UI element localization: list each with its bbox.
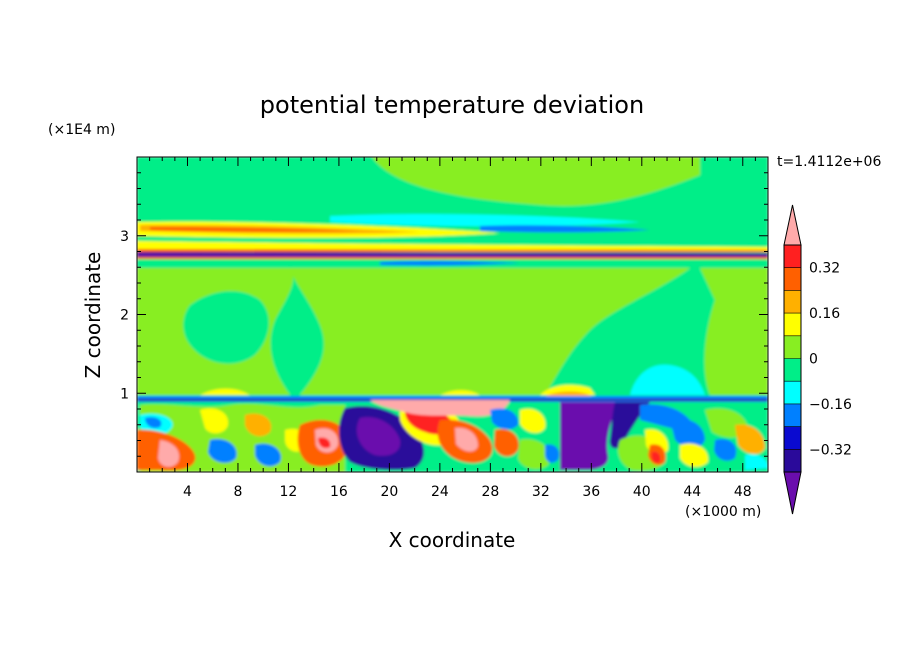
colorbar-segment [784,245,801,268]
field-region [200,408,229,434]
x-tick-label: 12 [280,484,298,500]
field-region [158,440,180,467]
colorbar-extend-high [783,204,802,246]
field-region [735,424,765,455]
colorbar-segment [784,335,801,359]
colorbar-segment [784,358,801,382]
field-region [356,417,401,456]
field-region [440,390,480,395]
y-axis-label: Z coordinate [81,252,105,379]
field-region [255,443,281,467]
x-tick-label: 32 [532,484,550,500]
field-region [494,429,519,457]
y-tick-marks [137,172,768,457]
field-region [318,437,331,449]
field-region [700,268,768,395]
colorbar-segment [784,381,801,404]
field-region [137,241,768,251]
colorbar: 0.32 0.16 0 −0.16 −0.32 [783,204,852,515]
x-tick-label: 48 [734,484,752,500]
field-region [330,214,640,227]
field-region [380,157,690,199]
field-region [680,443,709,467]
x-tick-label: 44 [683,484,701,500]
y-tick-label: 3 [120,229,129,245]
field-region [455,427,478,452]
x-axis-label: X coordinate [389,528,516,552]
field-region [490,408,519,430]
colorbar-segment [784,290,801,314]
colorbar-label: −0.16 [809,397,852,413]
field-region [208,439,237,463]
field-region [714,439,737,461]
field-region [544,444,560,463]
field-region [245,413,272,437]
x-tick-labels: 4 8 12 16 20 24 28 32 36 40 44 48 [183,484,752,500]
field-region [520,408,546,433]
y-tick-labels: 1 2 3 [120,229,129,403]
colorbar-segment [784,426,801,450]
field-region [290,268,690,395]
field-region [137,254,768,256]
time-label: t=1.4112e+06 [777,154,881,170]
x-unit-label: (×1000 m) [685,504,761,520]
field-region [137,257,768,259]
field-region [145,417,162,428]
x-tick-label: 40 [633,484,651,500]
x-tick-label: 24 [431,484,449,500]
field-region [545,391,592,396]
x-tick-label: 8 [233,484,242,500]
colorbar-segment [784,449,801,472]
field-region [609,402,650,449]
field-region [150,227,360,232]
x-tick-label: 36 [582,484,600,500]
field-region [183,290,270,364]
x-tick-label: 16 [330,484,348,500]
field-region [380,260,520,266]
field-region [480,225,650,233]
field-region [518,439,550,470]
x-tick-marks [149,157,756,472]
colorbar-segment [784,403,801,427]
field-region [745,454,768,470]
heatmap-field [137,157,768,472]
colorbar-segment [784,313,801,336]
plot-axes: 4 8 12 16 20 24 28 32 36 40 44 48 123 [120,156,769,500]
field-region [137,249,768,252]
field-region [630,364,705,395]
field-region [651,451,661,463]
colorbar-label: −0.32 [809,442,852,458]
field-region [200,388,250,395]
field-region [370,400,510,417]
colorbar-label: 0.32 [809,261,840,277]
colorbar-label: 0 [809,352,818,368]
x-tick-label: 28 [481,484,499,500]
chart-title: potential temperature deviation [260,91,644,119]
colorbar-segment [784,267,801,291]
field-region [137,157,768,232]
field-region [560,402,620,470]
field-region [670,418,705,449]
y-unit-label: (×1E4 m) [48,122,115,138]
field-region [540,384,595,395]
colorbar-extend-low [783,471,802,515]
colorbar-label: 0.16 [809,306,840,322]
y-tick-label: 2 [120,308,129,324]
y-tick-label: 1 [120,386,129,402]
x-tick-label: 4 [183,484,192,500]
x-tick-label: 20 [380,484,398,500]
